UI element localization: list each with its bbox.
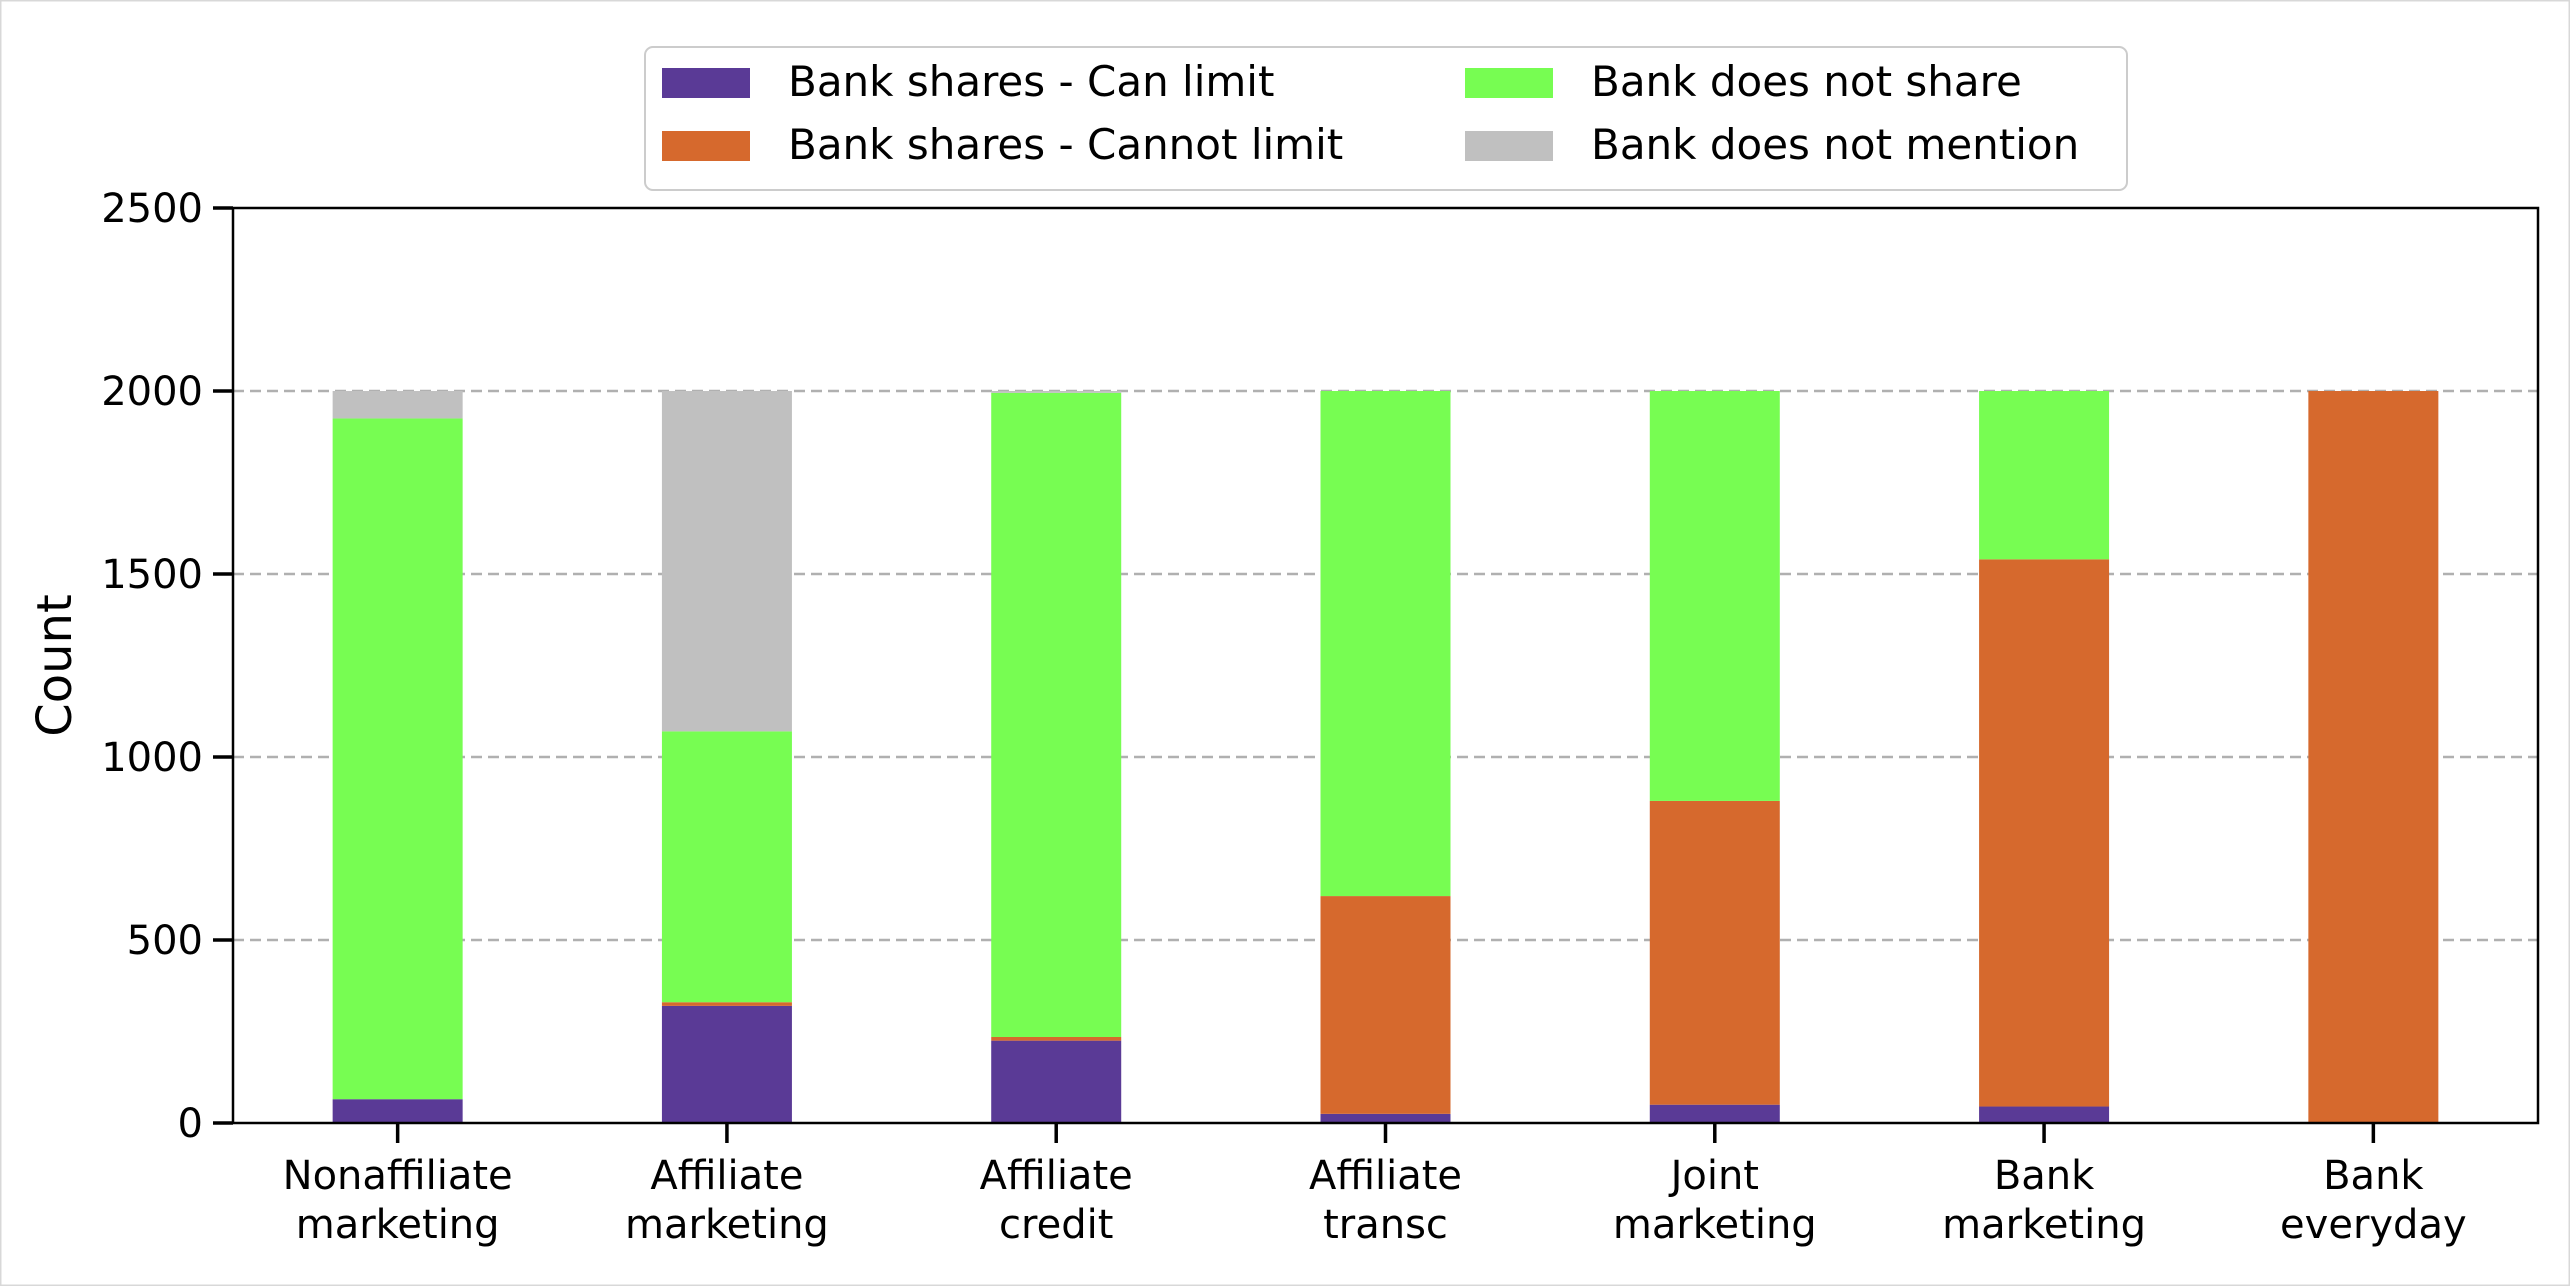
x-tick-label-0-0: Nonaffiliate bbox=[283, 1153, 513, 1199]
x-tick-label-3-0: Affiliate bbox=[1309, 1153, 1462, 1199]
x-axis: NonaffiliatemarketingAffiliatemarketingA… bbox=[283, 1123, 2467, 1248]
bar-segment-0-3 bbox=[332, 391, 463, 419]
bar-segment-3-1 bbox=[1320, 896, 1451, 1114]
bar-segment-5-0 bbox=[1979, 1106, 2110, 1123]
x-tick-label-6-1: everyday bbox=[2280, 1202, 2467, 1248]
legend-label-0: Bank shares - Can limit bbox=[788, 57, 1274, 106]
x-tick-label-4-1: marketing bbox=[1613, 1202, 1817, 1248]
bar-segment-4-1 bbox=[1649, 800, 1780, 1105]
x-tick-label-5-0: Bank bbox=[1994, 1153, 2095, 1199]
bar-segment-1-2 bbox=[661, 731, 792, 1003]
legend-label-1: Bank shares - Cannot limit bbox=[788, 120, 1343, 169]
y-tick-label-500: 500 bbox=[127, 918, 203, 964]
bars bbox=[332, 391, 2439, 1123]
legend: Bank shares - Can limit Bank shares - Can… bbox=[644, 46, 2128, 191]
bar-segment-6-1 bbox=[2308, 391, 2439, 1123]
x-tick-label-6-0: Bank bbox=[2323, 1153, 2424, 1199]
bar-segment-3-2 bbox=[1320, 391, 1451, 897]
bar-segment-1-0 bbox=[661, 1005, 792, 1123]
legend-label-2: Bank does not share bbox=[1591, 57, 2022, 106]
x-tick-label-3-1: transc bbox=[1323, 1202, 1448, 1248]
bar-segment-0-2 bbox=[332, 418, 463, 1100]
legend-label-3: Bank does not mention bbox=[1591, 120, 2079, 169]
bar-segment-5-2 bbox=[1979, 391, 2110, 560]
x-tick-label-5-1: marketing bbox=[1942, 1202, 2146, 1248]
legend-swatch-1 bbox=[662, 131, 750, 161]
x-tick-label-1-0: Affiliate bbox=[650, 1153, 803, 1199]
x-tick-label-2-0: Affiliate bbox=[980, 1153, 1133, 1199]
y-tick-label-2000: 2000 bbox=[101, 369, 203, 415]
grid-lines bbox=[233, 389, 2538, 942]
bar-segment-4-2 bbox=[1649, 391, 1780, 801]
bar-segment-1-3 bbox=[661, 391, 792, 732]
bar-segment-3-0 bbox=[1320, 1113, 1451, 1123]
legend-swatch-0 bbox=[662, 68, 750, 98]
x-tick-label-4-0: Joint bbox=[1668, 1153, 1759, 1199]
bar-segment-2-0 bbox=[991, 1040, 1122, 1123]
y-tick-label-2500: 2500 bbox=[101, 186, 203, 232]
y-tick-label-1500: 1500 bbox=[101, 552, 203, 598]
bar-segment-1-1 bbox=[661, 1002, 792, 1006]
y-axis: 0 500 1000 1500 2000 2500 bbox=[101, 186, 233, 1147]
x-tick-label-1-1: marketing bbox=[625, 1202, 829, 1248]
x-tick-label-2-1: credit bbox=[999, 1202, 1113, 1248]
bar-segment-4-0 bbox=[1649, 1104, 1780, 1123]
x-tick-label-0-1: marketing bbox=[296, 1202, 500, 1248]
bar-segment-2-2 bbox=[991, 392, 1122, 1037]
y-tick-label-0: 0 bbox=[178, 1101, 203, 1147]
legend-swatch-3 bbox=[1465, 131, 1553, 161]
y-axis-title: Count bbox=[27, 594, 83, 737]
bar-segment-5-1 bbox=[1979, 559, 2110, 1107]
bar-segment-0-0 bbox=[332, 1099, 463, 1123]
y-tick-label-1000: 1000 bbox=[101, 735, 203, 781]
legend-box bbox=[644, 46, 2128, 191]
bar-segment-2-3 bbox=[991, 391, 1122, 393]
legend-swatch-2 bbox=[1465, 68, 1553, 98]
bar-segment-2-1 bbox=[991, 1036, 1122, 1041]
